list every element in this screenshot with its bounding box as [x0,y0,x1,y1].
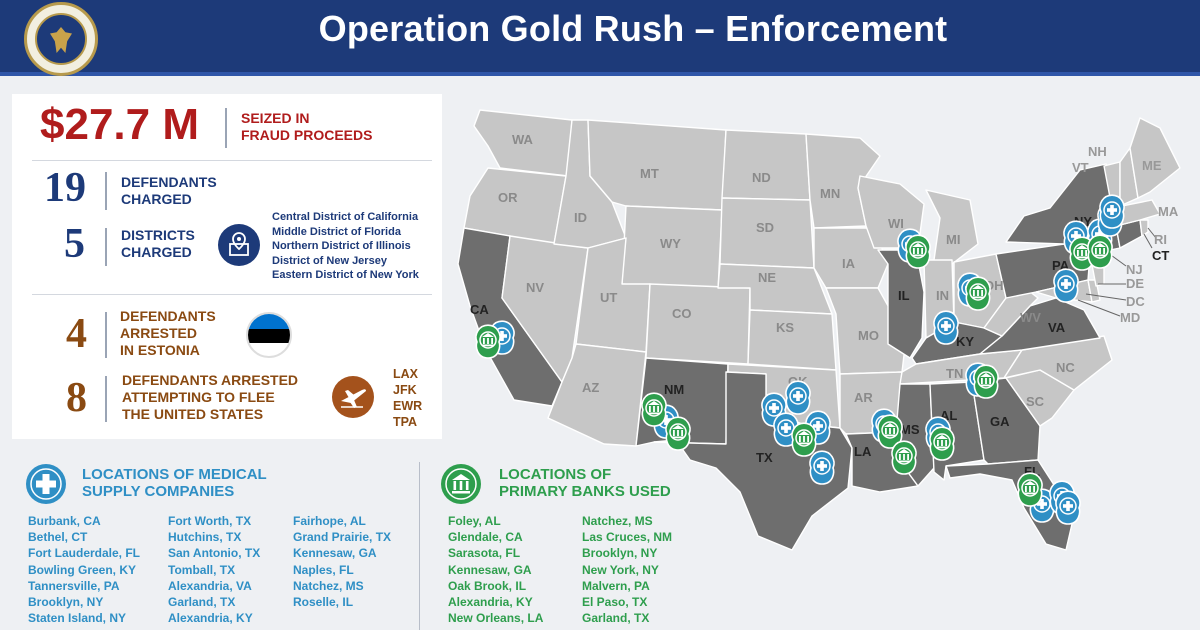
svg-text:NH: NH [1088,144,1107,159]
svg-text:ND: ND [752,170,771,185]
svg-text:ID: ID [574,210,587,225]
medical-list-col2: Fort Worth, TX Hutchins, TX San Antonio, T… [168,514,261,626]
airplane-icon [332,376,374,418]
svg-text:MN: MN [820,186,840,201]
state-ks [747,309,837,371]
bank-list-col2: Natchez, MS Las Cruces, NM Brooklyn, NY Ne… [582,514,673,626]
svg-text:ME: ME [1142,158,1162,173]
page-title: Operation Gold Rush – Enforcement [318,8,948,49]
district-map-icon [218,224,260,266]
defendants-label: DEFENDANTS CHARGED [121,174,217,207]
state-co [645,283,751,365]
stats-panel: $27.7 M SEIZED IN FRAUD PROCEEDS 19 DEFEN… [12,94,442,439]
svg-text:WY: WY [660,236,681,251]
svg-text:UT: UT [600,290,617,305]
header-banner: Operation Gold Rush – Enforcement [0,0,1200,76]
svg-text:OR: OR [498,190,518,205]
svg-text:MS: MS [900,422,920,437]
svg-text:KS: KS [776,320,794,335]
estonia-label: DEFENDANTS ARRESTED IN ESTONIA [120,308,216,358]
svg-text:WI: WI [888,216,904,231]
svg-text:IL: IL [898,288,910,303]
divider [32,294,432,295]
seized-value: $27.7 M [40,100,199,149]
svg-text:MA: MA [1158,204,1179,219]
flee-value: 8 [66,375,87,421]
svg-text:CA: CA [470,302,489,317]
svg-text:SD: SD [756,220,774,235]
flee-label: DEFENDANTS ARRESTED ATTEMPTING TO FLEE T… [122,372,299,422]
bank-list-col1: Foley, AL Glendale, CA Sarasota, FL Kennes… [448,514,544,626]
medical-list-col1: Burbank, CA Bethel, CT Fort Lauderdale, FL… [28,514,141,626]
svg-text:WA: WA [512,132,534,147]
divider [32,160,432,161]
divider [105,312,107,358]
svg-text:NC: NC [1056,360,1075,375]
svg-text:NE: NE [758,270,776,285]
svg-text:DE: DE [1126,276,1144,291]
svg-text:NV: NV [526,280,544,295]
svg-text:IN: IN [936,288,949,303]
state-me [1129,117,1181,199]
state-nd [721,129,811,201]
svg-text:TX: TX [756,450,773,465]
svg-text:RI: RI [1154,232,1167,247]
divider [105,376,107,422]
estonia-flag-icon [246,312,292,358]
medical-cross-icon [26,464,66,504]
svg-text:LA: LA [854,444,872,459]
svg-text:MD: MD [1120,310,1140,325]
svg-text:NM: NM [664,382,684,397]
medical-list-col3: Fairhope, AL Grand Prairie, TX Kennesaw, G… [293,514,392,610]
district-list: Central District of California Middle Di… [272,211,419,281]
bank-icon [441,464,481,504]
state-mt [587,119,727,211]
state-mi [925,189,979,265]
districts-value: 5 [64,221,85,267]
medical-heading: LOCATIONS OF MEDICAL SUPPLY COMPANIES [82,466,267,500]
svg-text:CO: CO [672,306,692,321]
divider [225,108,227,148]
svg-text:CT: CT [1152,248,1169,263]
svg-text:SC: SC [1026,394,1045,409]
svg-text:VT: VT [1072,160,1089,175]
svg-text:MI: MI [946,232,960,247]
seized-label: SEIZED IN FRAUD PROCEEDS [241,110,373,143]
svg-text:AZ: AZ [582,380,599,395]
svg-text:GA: GA [990,414,1010,429]
svg-text:MO: MO [858,328,879,343]
divider [105,172,107,210]
districts-label: DISTRICTS CHARGED [121,227,195,260]
svg-text:WV: WV [1020,310,1041,325]
doj-seal-icon [24,2,98,76]
svg-text:NJ: NJ [1126,262,1143,277]
estonia-value: 4 [66,311,87,357]
svg-text:KY: KY [956,334,974,349]
airport-list: LAX JFK EWR TPA [393,367,423,429]
legend-divider [419,462,420,630]
svg-text:AR: AR [854,390,873,405]
svg-text:DC: DC [1126,294,1145,309]
svg-text:VA: VA [1048,320,1066,335]
svg-text:TN: TN [946,366,963,381]
state-ri [1139,219,1149,237]
svg-text:IA: IA [842,256,856,271]
svg-text:MT: MT [640,166,659,181]
divider [105,228,107,266]
defendants-value: 19 [44,165,86,211]
bank-heading: LOCATIONS OF PRIMARY BANKS USED [499,466,671,500]
